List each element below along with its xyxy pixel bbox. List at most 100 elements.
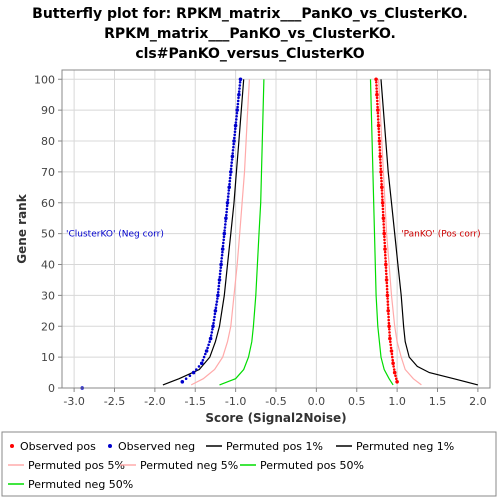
data-point (383, 244, 387, 248)
data-point (238, 87, 241, 90)
data-point (225, 210, 228, 214)
data-point (377, 130, 381, 133)
data-point (382, 229, 386, 232)
data-point (232, 145, 235, 149)
data-point (211, 328, 214, 331)
data-point (233, 130, 237, 133)
x-tick-label: -1.0 (225, 395, 246, 408)
data-point (217, 281, 221, 285)
data-point (381, 195, 384, 198)
legend-label-permuted-pos-50pct: Permuted pos 50% (260, 459, 364, 472)
x-tick-label: -2.0 (144, 395, 165, 408)
data-point (393, 371, 397, 374)
data-point (388, 328, 391, 331)
series-group (80, 77, 479, 390)
data-point (221, 247, 224, 251)
data-point (181, 380, 184, 384)
data-point (226, 201, 229, 205)
data-point (376, 118, 380, 121)
y-tick-label: 20 (41, 320, 55, 333)
data-point (236, 99, 240, 103)
data-point (376, 105, 379, 109)
legend: Observed pos Observed neg Permuted pos 1% P… (8, 440, 454, 491)
data-point (184, 377, 188, 381)
data-point (235, 118, 238, 121)
data-point (380, 176, 383, 180)
data-point (386, 300, 390, 303)
legend-label-permuted-pos-1pct: Permuted pos 1% (226, 440, 323, 453)
data-point (386, 303, 390, 306)
series-line-permuted-neg-50pct (219, 79, 265, 386)
data-point (221, 244, 225, 248)
data-point (212, 321, 215, 325)
data-point (376, 102, 379, 106)
data-point (202, 355, 206, 359)
data-point (231, 152, 234, 155)
data-point (388, 331, 391, 334)
data-point (388, 334, 392, 337)
data-point (380, 192, 384, 195)
data-point (383, 241, 387, 245)
y-tick-label: 50 (41, 228, 55, 241)
data-point (383, 250, 387, 254)
data-point (230, 164, 233, 167)
data-point (385, 284, 389, 288)
data-point (217, 287, 220, 291)
data-point (382, 223, 386, 226)
data-point (379, 164, 383, 167)
data-point (382, 232, 386, 235)
data-point (209, 334, 213, 337)
data-point (235, 115, 238, 118)
data-point (378, 152, 382, 155)
ticks: -3.0 -2.5 -2.0 -1.5 -1.0 -0.5 0.0 0.5 1.0 1.5 2.0 0… (34, 73, 487, 408)
data-point (386, 297, 389, 300)
data-point (379, 173, 383, 177)
data-point (234, 127, 237, 130)
data-point (394, 374, 397, 378)
data-point (220, 253, 224, 257)
data-point (389, 340, 392, 344)
data-point (383, 235, 386, 238)
data-point (192, 371, 195, 374)
data-point (378, 139, 381, 143)
data-point (378, 145, 382, 149)
data-point (375, 90, 379, 93)
series-line-permuted-pos-5pct (378, 79, 422, 386)
data-point (391, 355, 394, 359)
data-point (222, 238, 225, 242)
data-point (220, 260, 223, 263)
data-point (214, 309, 217, 313)
annotation-pos-corr: 'PanKO' (Pos corr) (401, 230, 480, 240)
data-point (379, 167, 383, 171)
x-axis-label: Score (Signal2Noise) (205, 411, 346, 425)
data-point (380, 182, 383, 186)
data-point (382, 216, 385, 220)
data-point (384, 260, 388, 263)
data-point (229, 167, 233, 171)
data-point (392, 365, 395, 368)
y-tick-label: 100 (34, 73, 55, 86)
y-tick-label: 80 (41, 135, 55, 148)
x-tick-label: -2.5 (104, 395, 125, 408)
legend-label-permuted-neg-5pct: Permuted neg 5% (140, 459, 238, 472)
data-point (386, 309, 390, 313)
data-point (228, 182, 231, 186)
data-point (376, 115, 380, 118)
series-line-permuted-pos-50pct (369, 79, 394, 386)
data-point (234, 121, 238, 124)
data-point (377, 124, 380, 127)
data-point (218, 275, 222, 279)
data-point (381, 201, 384, 205)
data-point (223, 229, 226, 232)
legend-label-permuted-neg-50pct: Permuted neg 50% (28, 478, 133, 491)
data-point (215, 300, 219, 303)
data-point (204, 352, 207, 356)
x-tick-label: -3.0 (63, 395, 84, 408)
data-point (384, 253, 387, 257)
data-point (225, 207, 229, 211)
legend-label-observed-neg: Observed neg (118, 440, 195, 453)
data-point (380, 186, 384, 189)
data-point (214, 306, 218, 310)
data-point (384, 263, 388, 266)
legend-swatch-observed-neg (108, 444, 112, 448)
